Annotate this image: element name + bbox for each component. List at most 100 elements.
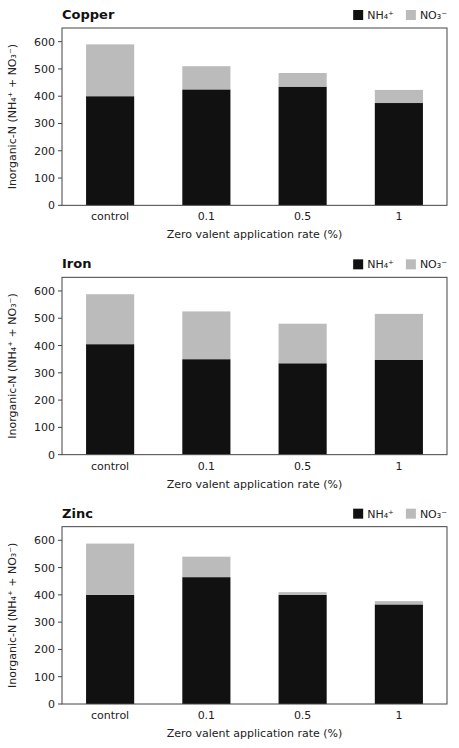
x-axis-label: Zero valent application rate (%) [167, 727, 343, 740]
bar-segment [182, 577, 230, 704]
y-tick [58, 123, 62, 124]
y-tick-label: 400 [34, 589, 55, 602]
y-tick-label: 0 [48, 449, 55, 462]
x-tick-label: 0.1 [198, 460, 216, 473]
x-tick-label: 0.5 [294, 709, 312, 722]
panel: 0100200300400500600control0.10.51Zero va… [6, 506, 447, 740]
plot-frame [62, 527, 447, 704]
legend-label: NO₃⁻ [420, 508, 447, 521]
panel: 0100200300400500600control0.10.51Zero va… [6, 7, 447, 241]
legend-label: NO₃⁻ [420, 9, 447, 22]
y-tick [58, 540, 62, 541]
plot-frame [62, 277, 447, 454]
bar-segment [279, 592, 327, 595]
panel-title: Zinc [62, 506, 93, 521]
bar-segment [375, 103, 423, 205]
y-tick [58, 649, 62, 650]
y-tick [58, 567, 62, 568]
bars [86, 44, 423, 205]
bar-segment [182, 311, 230, 359]
y-tick [58, 400, 62, 401]
bar-segment [86, 294, 134, 344]
bar-segment [86, 96, 134, 205]
y-tick [58, 318, 62, 319]
bar-segment [375, 601, 423, 604]
bar-segment [375, 604, 423, 704]
y-tick-label: 600 [34, 534, 55, 547]
x-tick-label: 1 [395, 210, 402, 223]
y-tick-label: 200 [34, 643, 55, 656]
y-tick [58, 676, 62, 677]
legend-label: NO₃⁻ [420, 258, 447, 271]
x-tick-label: 0.5 [294, 210, 312, 223]
bar-segment [182, 359, 230, 454]
bar-segment [375, 90, 423, 103]
bar-segment [279, 87, 327, 206]
y-tick-label: 500 [34, 63, 55, 76]
y-tick-label: 100 [34, 421, 55, 434]
panel-title: Copper [62, 7, 115, 22]
x-tick-label: 1 [395, 460, 402, 473]
figure: 0 100 200 300 400 500 600 control 0.1 0.5 1 Zero va… [0, 0, 459, 748]
bar-segment [86, 595, 134, 704]
y-tick-label: 100 [34, 671, 55, 684]
y-tick [58, 427, 62, 428]
bar-segment [279, 73, 327, 87]
y-tick-label: 400 [34, 340, 55, 353]
bar-segment [86, 344, 134, 454]
legend-label: NH₄⁺ [367, 258, 394, 271]
y-tick [58, 178, 62, 179]
legend: NH₄⁺NO₃⁻ [353, 508, 447, 521]
y-tick [58, 594, 62, 595]
bar-segment [182, 89, 230, 205]
y-tick [58, 290, 62, 291]
y-tick [58, 454, 62, 455]
bars [86, 294, 423, 454]
bar-segment [182, 557, 230, 577]
bar-segment [279, 595, 327, 704]
y-axis-label: Inorganic-N (NH₄⁺ + NO₃⁻) [6, 293, 19, 438]
legend-swatch [353, 509, 363, 519]
legend-swatch [353, 259, 363, 269]
bar-segment [375, 314, 423, 360]
bars [86, 544, 423, 704]
legend: NH₄⁺ NO₃⁻ [353, 9, 447, 22]
y-tick-label: 300 [34, 616, 55, 629]
x-tick-label: 0.5 [294, 460, 312, 473]
y-tick-label: 200 [34, 394, 55, 407]
y-tick-label: 500 [34, 562, 55, 575]
legend: NH₄⁺ NO₃⁻ [353, 258, 447, 271]
y-axis-label: Inorganic-N (NH₄⁺ + NO₃⁻) [6, 44, 19, 189]
y-axis-label: Inorganic-N (NH₄⁺ + NO₃⁻) [6, 543, 19, 688]
x-axis-label: Zero valent application rate (%) [167, 228, 343, 241]
panel: 0100200300400500600control0.10.51Zero va… [6, 256, 447, 490]
bar-segment [279, 363, 327, 454]
bar-segment [86, 44, 134, 96]
panel-title: Iron [62, 256, 91, 271]
y-tick-label: 100 [34, 172, 55, 185]
legend-swatch [406, 10, 416, 20]
y-tick [58, 345, 62, 346]
y-tick [58, 96, 62, 97]
x-tick-label: control [91, 709, 129, 722]
bar-segment [86, 544, 134, 595]
y-tick-label: 300 [34, 367, 55, 380]
bar-segment [182, 66, 230, 89]
y-tick [58, 41, 62, 42]
y-tick [58, 704, 62, 705]
plot-frame [62, 28, 447, 205]
y-tick [58, 372, 62, 373]
y-tick-label: 300 [34, 117, 55, 130]
legend-label: NH₄⁺ [367, 9, 394, 22]
y-tick-label: 400 [34, 90, 55, 103]
y-tick-label: 500 [34, 312, 55, 325]
legend-swatch [406, 509, 416, 519]
legend-swatch [353, 10, 363, 20]
legend-swatch [406, 259, 416, 269]
y-tick [58, 622, 62, 623]
y-tick-label: 200 [34, 145, 55, 158]
y-tick-label: 600 [34, 285, 55, 298]
bar-segment [375, 360, 423, 455]
bar-segment [279, 324, 327, 364]
y-tick-label: 0 [48, 698, 55, 711]
